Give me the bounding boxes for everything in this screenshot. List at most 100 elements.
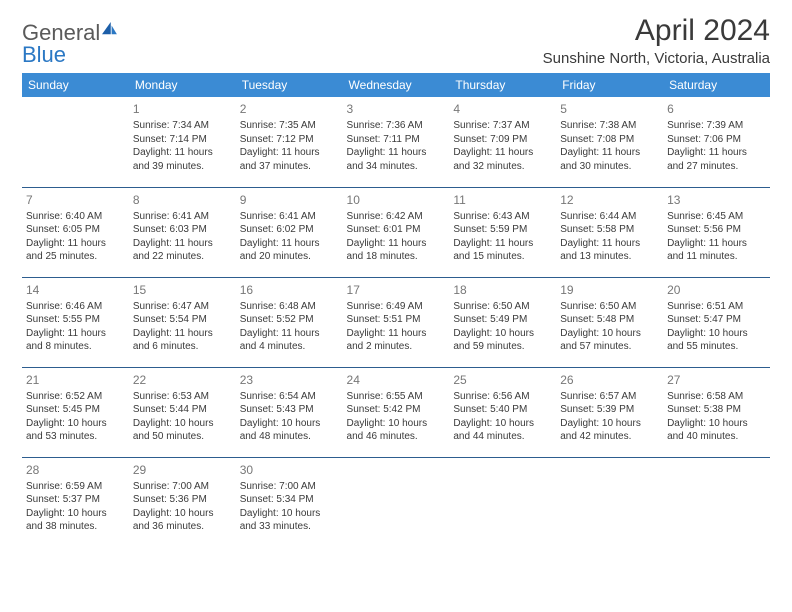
daylight-line: Daylight: 10 hours and 42 minutes. xyxy=(560,417,659,444)
sunset-line: Sunset: 7:09 PM xyxy=(453,133,552,147)
calendar-day-cell: 9Sunrise: 6:41 AMSunset: 6:02 PMDaylight… xyxy=(236,187,343,277)
calendar-day-cell: 10Sunrise: 6:42 AMSunset: 6:01 PMDayligh… xyxy=(343,187,450,277)
sunrise-line: Sunrise: 7:39 AM xyxy=(667,119,766,133)
calendar-day-cell: 27Sunrise: 6:58 AMSunset: 5:38 PMDayligh… xyxy=(663,367,770,457)
daylight-line: Daylight: 10 hours and 44 minutes. xyxy=(453,417,552,444)
sunset-line: Sunset: 6:01 PM xyxy=(347,223,446,237)
daylight-line: Daylight: 11 hours and 25 minutes. xyxy=(26,237,125,264)
daylight-line: Daylight: 11 hours and 4 minutes. xyxy=(240,327,339,354)
weekday-header: Wednesday xyxy=(343,73,450,97)
daylight-line: Daylight: 10 hours and 36 minutes. xyxy=(133,507,232,534)
sunrise-line: Sunrise: 6:55 AM xyxy=(347,390,446,404)
day-number: 8 xyxy=(133,192,232,208)
daylight-line: Daylight: 11 hours and 27 minutes. xyxy=(667,146,766,173)
calendar-day-cell: 16Sunrise: 6:48 AMSunset: 5:52 PMDayligh… xyxy=(236,277,343,367)
sunrise-line: Sunrise: 6:40 AM xyxy=(26,210,125,224)
calendar-empty-cell xyxy=(663,457,770,547)
calendar-empty-cell xyxy=(449,457,556,547)
daylight-line: Daylight: 11 hours and 22 minutes. xyxy=(133,237,232,264)
daylight-line: Daylight: 10 hours and 53 minutes. xyxy=(26,417,125,444)
weekday-header: Monday xyxy=(129,73,236,97)
daylight-line: Daylight: 10 hours and 50 minutes. xyxy=(133,417,232,444)
calendar-week-row: 14Sunrise: 6:46 AMSunset: 5:55 PMDayligh… xyxy=(22,277,770,367)
calendar-day-cell: 17 Sunrise: 6:49 AMSunset: 5:51 PMDayligh… xyxy=(343,277,450,367)
sunset-line: Sunset: 5:51 PM xyxy=(347,313,446,327)
sunrise-line: Sunrise: 6:52 AM xyxy=(26,390,125,404)
sunset-line: Sunset: 7:08 PM xyxy=(560,133,659,147)
calendar-week-row: 7Sunrise: 6:40 AMSunset: 6:05 PMDaylight… xyxy=(22,187,770,277)
sunrise-line: Sunrise: 6:47 AM xyxy=(133,300,232,314)
sunrise-line: Sunrise: 6:50 AM xyxy=(453,300,552,314)
calendar-day-cell: 11Sunrise: 6:43 AMSunset: 5:59 PMDayligh… xyxy=(449,187,556,277)
sunrise-line: Sunrise: 6:41 AM xyxy=(240,210,339,224)
sunrise-line: Sunrise: 6:50 AM xyxy=(560,300,659,314)
daylight-line: Daylight: 11 hours and 20 minutes. xyxy=(240,237,339,264)
sunrise-line: Sunrise: 6:51 AM xyxy=(667,300,766,314)
sunset-line: Sunset: 5:56 PM xyxy=(667,223,766,237)
calendar-day-cell: 2Sunrise: 7:35 AMSunset: 7:12 PMDaylight… xyxy=(236,97,343,187)
sunset-line: Sunset: 5:40 PM xyxy=(453,403,552,417)
daylight-line: Daylight: 11 hours and 32 minutes. xyxy=(453,146,552,173)
sunset-line: Sunset: 5:34 PM xyxy=(240,493,339,507)
calendar-body: 1Sunrise: 7:34 AMSunset: 7:14 PMDaylight… xyxy=(22,97,770,547)
sunset-line: Sunset: 6:05 PM xyxy=(26,223,125,237)
day-number: 3 xyxy=(347,101,446,117)
day-number: 9 xyxy=(240,192,339,208)
sunrise-line: Sunrise: 6:49 AM xyxy=(347,300,446,314)
calendar-week-row: 21Sunrise: 6:52 AMSunset: 5:45 PMDayligh… xyxy=(22,367,770,457)
sunset-line: Sunset: 7:14 PM xyxy=(133,133,232,147)
calendar-empty-cell xyxy=(22,97,129,187)
day-number: 4 xyxy=(453,101,552,117)
day-number: 14 xyxy=(26,282,125,298)
calendar-day-cell: 7 Sunrise: 6:40 AMSunset: 6:05 PMDaylight… xyxy=(22,187,129,277)
day-number: 28 xyxy=(26,462,125,478)
day-number: 12 xyxy=(560,192,659,208)
daylight-line: Daylight: 11 hours and 39 minutes. xyxy=(133,146,232,173)
daylight-line: Daylight: 11 hours and 18 minutes. xyxy=(347,237,446,264)
daylight-line: Daylight: 11 hours and 34 minutes. xyxy=(347,146,446,173)
daylight-line: Daylight: 11 hours and 2 minutes. xyxy=(347,327,446,354)
calendar-day-cell: 13Sunrise: 6:45 AMSunset: 5:56 PMDayligh… xyxy=(663,187,770,277)
calendar-day-cell: 5Sunrise: 7:38 AMSunset: 7:08 PMDaylight… xyxy=(556,97,663,187)
daylight-line: Daylight: 10 hours and 59 minutes. xyxy=(453,327,552,354)
sunrise-line: Sunrise: 6:53 AM xyxy=(133,390,232,404)
day-number: 18 xyxy=(453,282,552,298)
calendar-day-cell: 22Sunrise: 6:53 AMSunset: 5:44 PMDayligh… xyxy=(129,367,236,457)
calendar-day-cell: 25Sunrise: 6:56 AMSunset: 5:40 PMDayligh… xyxy=(449,367,556,457)
calendar-day-cell: 29Sunrise: 7:00 AMSunset: 5:36 PMDayligh… xyxy=(129,457,236,547)
daylight-line: Daylight: 11 hours and 8 minutes. xyxy=(26,327,125,354)
sunset-line: Sunset: 5:43 PM xyxy=(240,403,339,417)
calendar-day-cell: 8Sunrise: 6:41 AMSunset: 6:03 PMDaylight… xyxy=(129,187,236,277)
day-number: 6 xyxy=(667,101,766,117)
calendar-day-cell: 24Sunrise: 6:55 AMSunset: 5:42 PMDayligh… xyxy=(343,367,450,457)
sunset-line: Sunset: 5:45 PM xyxy=(26,403,125,417)
weekday-header: Saturday xyxy=(663,73,770,97)
calendar-empty-cell xyxy=(556,457,663,547)
daylight-line: Daylight: 10 hours and 40 minutes. xyxy=(667,417,766,444)
calendar-day-cell: 30Sunrise: 7:00 AMSunset: 5:34 PMDayligh… xyxy=(236,457,343,547)
daylight-line: Daylight: 11 hours and 30 minutes. xyxy=(560,146,659,173)
brand-text: General Blue xyxy=(22,22,118,66)
sunset-line: Sunset: 5:54 PM xyxy=(133,313,232,327)
day-number: 27 xyxy=(667,372,766,388)
sunset-line: Sunset: 5:47 PM xyxy=(667,313,766,327)
day-number: 26 xyxy=(560,372,659,388)
daylight-line: Daylight: 10 hours and 55 minutes. xyxy=(667,327,766,354)
day-number: 10 xyxy=(347,192,446,208)
calendar-week-row: 1Sunrise: 7:34 AMSunset: 7:14 PMDaylight… xyxy=(22,97,770,187)
weekday-header-row: SundayMondayTuesdayWednesdayThursdayFrid… xyxy=(22,73,770,97)
daylight-line: Daylight: 10 hours and 33 minutes. xyxy=(240,507,339,534)
brand-logo: General Blue xyxy=(22,22,118,66)
day-number: 15 xyxy=(133,282,232,298)
sunrise-line: Sunrise: 7:34 AM xyxy=(133,119,232,133)
day-number: 1 xyxy=(133,101,232,117)
day-number: 30 xyxy=(240,462,339,478)
sunrise-line: Sunrise: 6:41 AM xyxy=(133,210,232,224)
month-title: April 2024 xyxy=(543,14,770,48)
day-number: 7 xyxy=(26,192,125,208)
daylight-line: Daylight: 11 hours and 6 minutes. xyxy=(133,327,232,354)
sunset-line: Sunset: 5:55 PM xyxy=(26,313,125,327)
sunset-line: Sunset: 5:39 PM xyxy=(560,403,659,417)
calendar-day-cell: 1 Sunrise: 7:34 AMSunset: 7:14 PMDaylight… xyxy=(129,97,236,187)
day-number: 17 xyxy=(347,282,446,298)
